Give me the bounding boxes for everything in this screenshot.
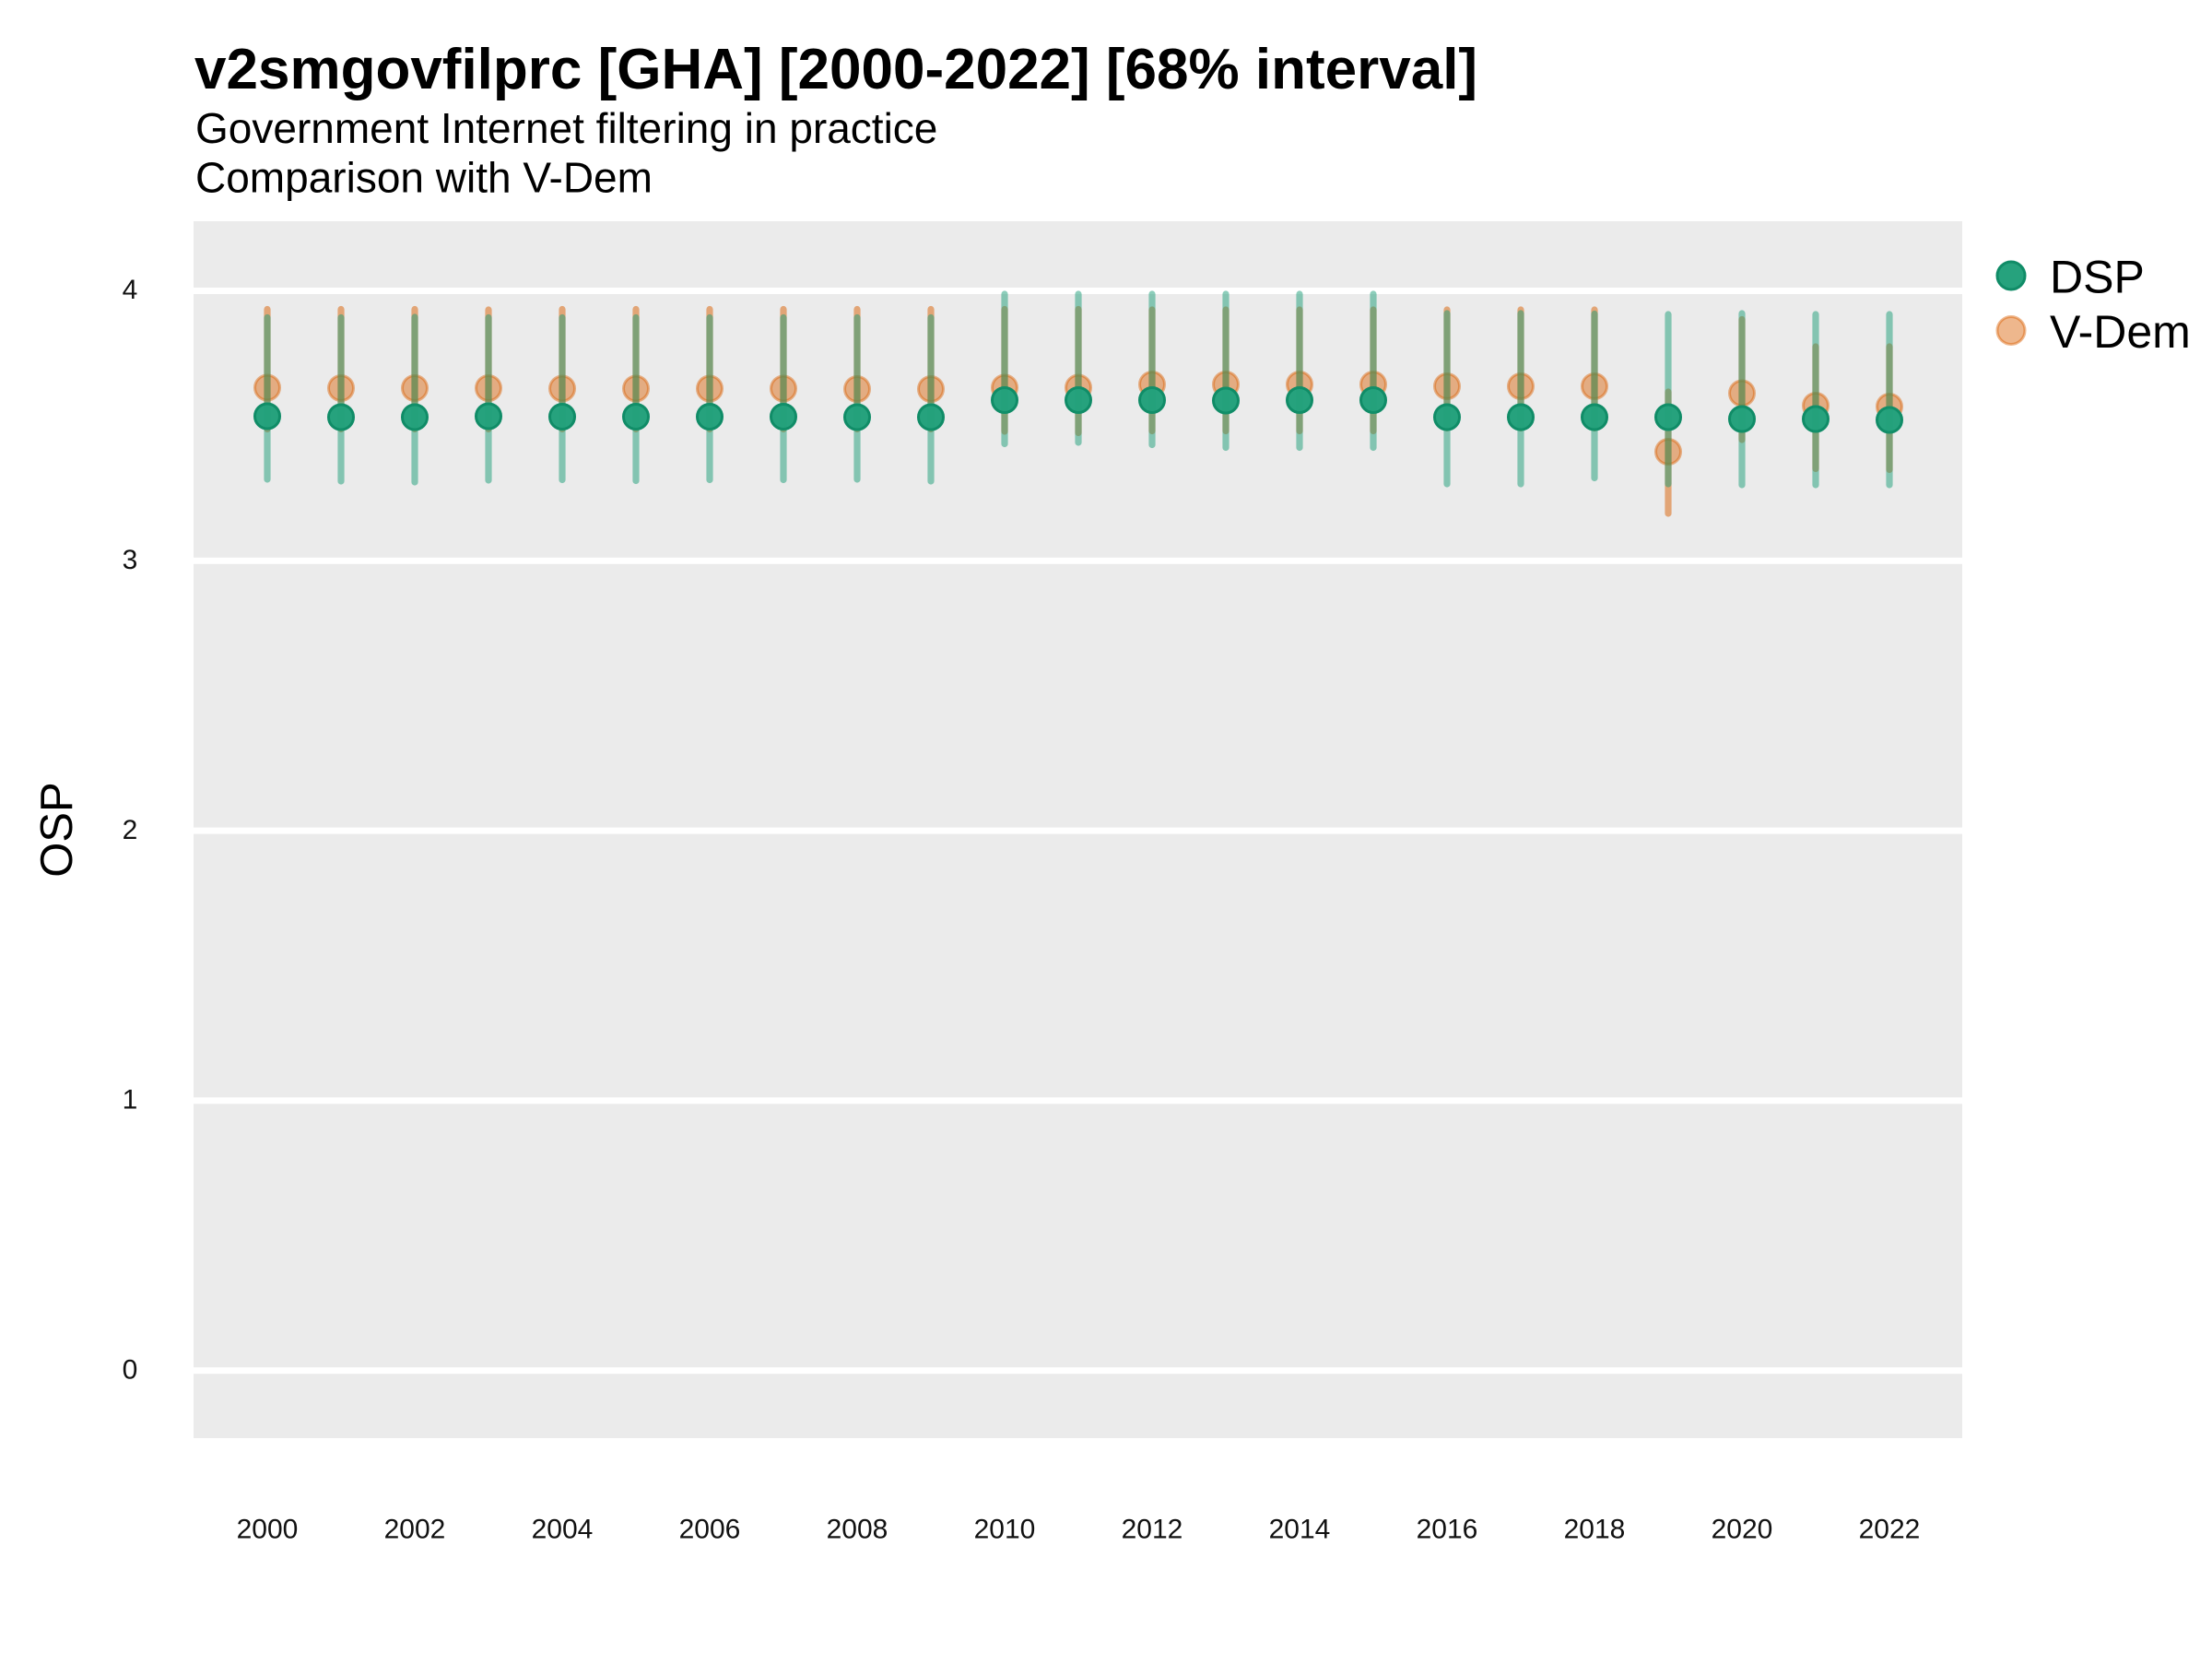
- svg-text:2014: 2014: [1269, 1515, 1331, 1545]
- svg-text:Comparison with V-Dem: Comparison with V-Dem: [195, 154, 653, 202]
- svg-text:DSP: DSP: [2050, 252, 2145, 303]
- svg-text:2012: 2012: [1122, 1515, 1183, 1545]
- svg-text:2018: 2018: [1564, 1515, 1626, 1545]
- svg-text:OSP: OSP: [32, 782, 82, 877]
- svg-text:2016: 2016: [1417, 1515, 1478, 1545]
- svg-text:2: 2: [123, 815, 138, 845]
- svg-text:Government Internet filtering: Government Internet filtering in practic…: [195, 104, 937, 152]
- svg-text:2004: 2004: [532, 1515, 594, 1545]
- svg-text:2020: 2020: [1712, 1515, 1773, 1545]
- svg-text:4: 4: [123, 275, 138, 305]
- svg-text:1: 1: [123, 1085, 138, 1115]
- svg-text:v2smgovfilprc [GHA] [2000-2022: v2smgovfilprc [GHA] [2000-2022] [68% int…: [194, 38, 1477, 101]
- svg-text:2006: 2006: [679, 1515, 741, 1545]
- svg-text:3: 3: [123, 545, 138, 575]
- svg-text:2008: 2008: [827, 1515, 888, 1545]
- svg-text:0: 0: [123, 1354, 138, 1385]
- svg-text:2010: 2010: [974, 1515, 1036, 1545]
- svg-text:V-Dem: V-Dem: [2050, 306, 2191, 358]
- svg-text:2002: 2002: [384, 1515, 446, 1545]
- svg-text:2022: 2022: [1859, 1515, 1921, 1545]
- svg-text:2000: 2000: [237, 1515, 299, 1545]
